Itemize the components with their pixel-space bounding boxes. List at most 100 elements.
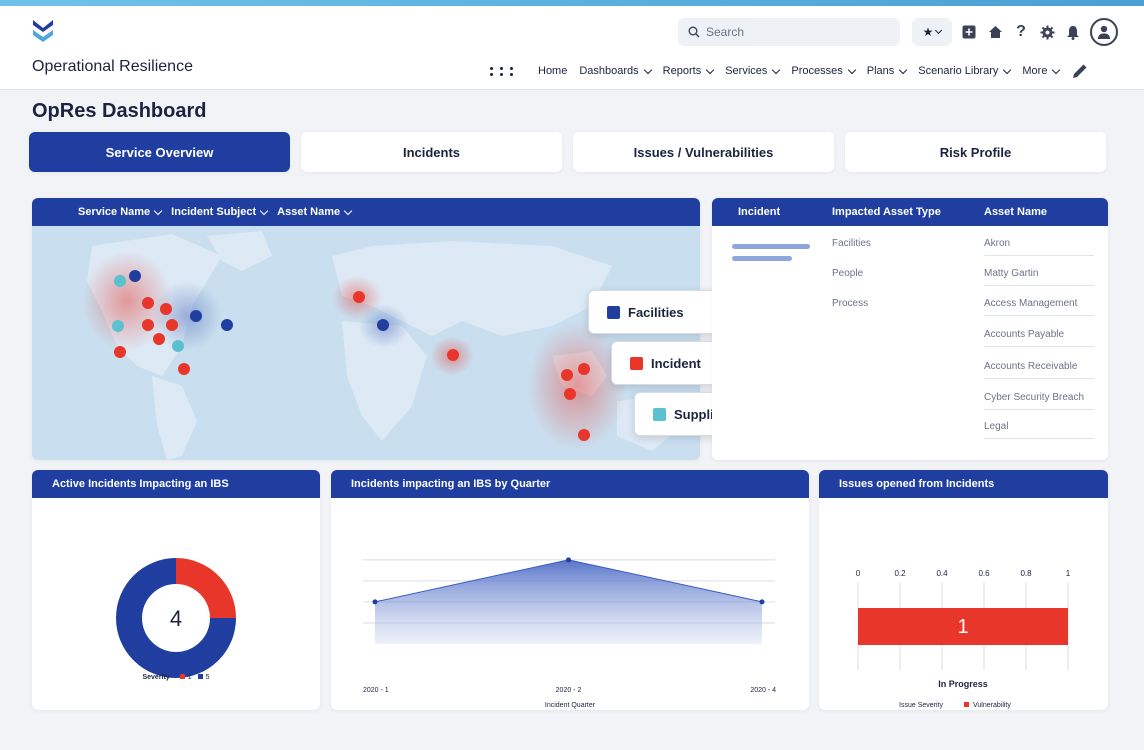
panel-title: Active Incidents Impacting an IBS <box>32 470 320 498</box>
x-tick-label: 0.8 <box>1020 569 1032 578</box>
panel-title: Incidents impacting an IBS by Quarter <box>331 470 809 498</box>
donut-slice-severity-1[interactable] <box>176 558 236 618</box>
incident-table: Incident Impacted Asset Type Asset Name … <box>712 198 1108 460</box>
x-tick-label: 0.6 <box>978 569 990 578</box>
app-header: Operational Resilience Search ★ ? <box>0 6 1144 90</box>
world-map[interactable] <box>32 226 700 460</box>
gear-icon[interactable] <box>1038 23 1056 41</box>
chevron-down-icon <box>343 206 353 215</box>
bell-icon[interactable] <box>1064 23 1082 41</box>
user-avatar-icon[interactable] <box>1090 18 1118 46</box>
x-tick-label: 2020 - 1 <box>363 687 389 694</box>
page-title: OpRes Dashboard <box>32 100 207 122</box>
tab-issues-vulnerabilities[interactable]: Issues / Vulnerabilities <box>573 132 834 172</box>
panel-title: Issues opened from Incidents <box>819 470 1108 498</box>
filter-incident-subject[interactable]: Incident Subject <box>171 206 269 218</box>
nav-item-plans[interactable]: Plans <box>867 65 908 77</box>
legend-swatch <box>653 407 666 421</box>
main-nav: Home Dashboards Reports Services Process… <box>490 62 1089 80</box>
col-asset-name[interactable]: Asset Name <box>984 206 1047 218</box>
x-tick-label: 0 <box>856 569 861 578</box>
bar-chart: 0 0.2 0.4 0.6 0.8 1 1 In Progress Issue Sever… <box>856 569 1071 709</box>
bar-in-progress[interactable] <box>858 608 1068 645</box>
donut-chart: 4 <box>116 558 236 678</box>
app-logo-icon[interactable] <box>30 18 56 44</box>
x-tick-label: 0.4 <box>936 569 948 578</box>
data-point[interactable] <box>566 557 571 563</box>
nav-item-more[interactable]: More <box>1022 65 1061 77</box>
nav-item-dashboards[interactable]: Dashboards <box>579 65 652 77</box>
search-icon <box>688 26 700 38</box>
table-row[interactable]: People Matty Gartin <box>832 256 1094 286</box>
legend-swatch <box>630 356 643 370</box>
x-tick-label: 0.2 <box>894 569 906 578</box>
table-row[interactable]: Facilities Akron <box>832 226 1094 256</box>
edit-pencil-icon[interactable] <box>1071 62 1089 80</box>
chevron-down-icon <box>153 206 163 215</box>
table-row[interactable]: Cyber Security Breach <box>832 380 1094 410</box>
legend-item-vulnerability[interactable]: Vulnerability <box>973 702 1011 709</box>
filter-asset-name[interactable]: Asset Name <box>277 206 353 218</box>
table-row[interactable]: Legal <box>832 409 1094 439</box>
x-tick-label: 2020 - 2 <box>556 687 582 694</box>
legend-item-5[interactable]: 5 <box>197 674 210 681</box>
legend-title: Issue Severity <box>899 702 943 709</box>
data-point[interactable] <box>372 599 378 605</box>
col-impacted-asset-type[interactable]: Impacted Asset Type <box>832 206 941 218</box>
nav-item-services[interactable]: Services <box>725 65 781 77</box>
data-point[interactable] <box>759 599 765 605</box>
active-incidents-panel: Active Incidents Impacting an IBS 4 Seve… <box>32 470 320 710</box>
tab-service-overview[interactable]: Service Overview <box>29 132 290 172</box>
donut-slice-severity-5[interactable] <box>116 558 236 678</box>
incidents-by-quarter-panel: Incidents impacting an IBS by Quarter 20… <box>331 470 809 710</box>
table-row[interactable]: Accounts Receivable <box>832 349 1094 379</box>
search-placeholder: Search <box>706 25 745 39</box>
filter-service-name[interactable]: Service Name <box>78 206 163 218</box>
app-title: Operational Resilience <box>32 58 193 75</box>
map-panel: Service Name Incident Subject Asset Name <box>32 198 700 460</box>
legend-title: Severity <box>142 674 170 681</box>
search-input[interactable]: Search <box>678 18 900 46</box>
favorites-button[interactable]: ★ <box>912 18 952 46</box>
x-tick-label: 2020 - 4 <box>750 687 776 694</box>
donut-center-value: 4 <box>170 606 182 631</box>
bar-data-label: 1 <box>957 616 968 638</box>
nav-item-processes[interactable]: Processes <box>791 65 856 77</box>
nav-item-home[interactable]: Home <box>538 65 568 77</box>
legend-swatch <box>607 305 620 319</box>
tab-risk-profile[interactable]: Risk Profile <box>845 132 1106 172</box>
help-icon[interactable]: ? <box>1016 23 1026 40</box>
legend-item-1[interactable]: 1 <box>179 674 192 681</box>
chevron-down-icon <box>935 26 943 35</box>
star-icon: ★ <box>922 25 934 39</box>
home-alert-icon[interactable] <box>986 23 1004 41</box>
chevron-down-icon <box>772 65 781 74</box>
category-label: In Progress <box>938 679 988 689</box>
dashboard-tabs: Service Overview Incidents Issues / Vuln… <box>29 132 1106 172</box>
top-accent-bar <box>0 0 1144 6</box>
chevron-down-icon <box>259 206 269 215</box>
chevron-down-icon <box>1052 65 1061 74</box>
legend-swatch <box>964 702 969 707</box>
col-incident[interactable]: Incident <box>738 206 781 218</box>
area-chart: 2020 - 1 2020 - 2 2020 - 4 Incident Quarte… <box>363 557 776 709</box>
chevron-down-icon <box>1003 65 1012 74</box>
severity-legend: Severity 1 5 <box>32 674 320 681</box>
nav-item-reports[interactable]: Reports <box>663 65 715 77</box>
tab-incidents[interactable]: Incidents <box>301 132 562 172</box>
nav-item-scenario-library[interactable]: Scenario Library <box>918 65 1012 77</box>
chevron-down-icon <box>705 65 715 74</box>
add-icon[interactable] <box>960 23 978 41</box>
x-axis-label: Incident Quarter <box>545 702 596 709</box>
map-markers <box>112 270 590 441</box>
table-row[interactable]: Accounts Payable <box>832 317 1094 347</box>
table-header: Incident Impacted Asset Type Asset Name <box>712 198 1108 226</box>
area-fill <box>375 559 762 644</box>
map-filter-bar: Service Name Incident Subject Asset Name <box>32 198 700 226</box>
placeholder-line <box>732 244 810 249</box>
app-launcher-icon[interactable] <box>490 62 518 80</box>
chevron-down-icon <box>847 65 856 74</box>
issues-from-incidents-panel: Issues opened from Incidents 0 0.2 0.4 0.6 0… <box>819 470 1108 710</box>
table-row[interactable]: Process Access Management <box>832 286 1094 316</box>
x-tick-label: 1 <box>1066 569 1071 578</box>
